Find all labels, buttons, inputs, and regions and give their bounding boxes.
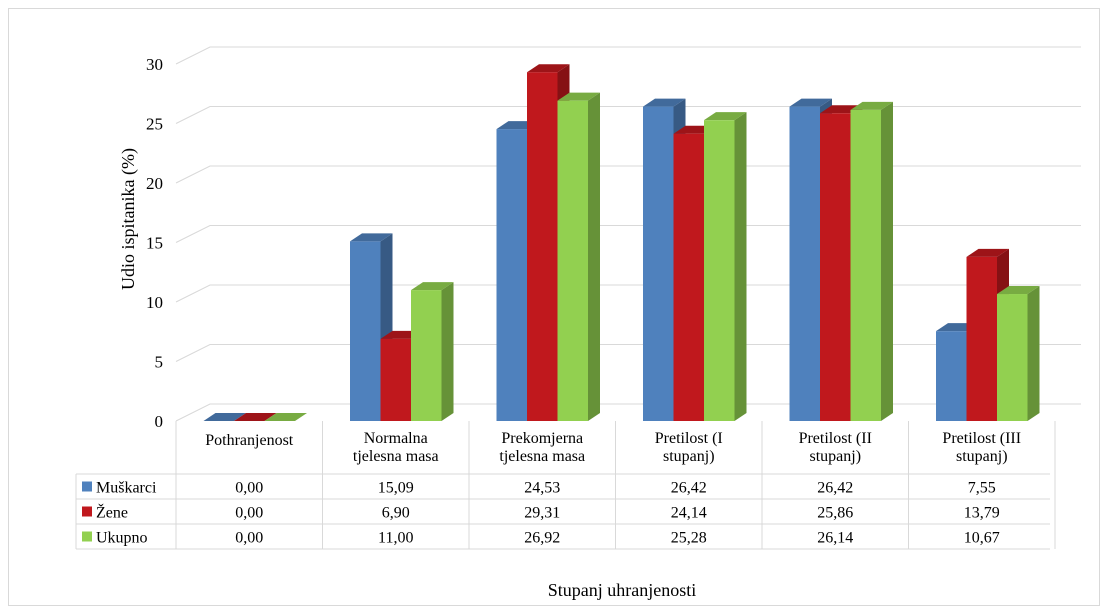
table-cell-value: 0,00 — [235, 480, 263, 497]
bar — [234, 413, 277, 421]
table-cell-value: 11,00 — [378, 530, 413, 547]
bar — [264, 413, 307, 421]
table-cell-value: 24,14 — [671, 505, 707, 522]
table-cell-value: 0,00 — [235, 505, 263, 522]
table-cell-value: 10,67 — [964, 530, 1000, 547]
y-tick-label: 20 — [146, 174, 163, 193]
table-cell-value: 26,42 — [817, 480, 853, 497]
bar — [997, 286, 1040, 421]
table-cell-value: 0,00 — [235, 530, 263, 547]
chart-frame: 0 5 10 15 20 25 30 Pothranjenost Normalna tjeles… — [8, 8, 1100, 606]
x-axis-title: Stupanj uhranjenosti — [548, 580, 696, 600]
category-label: Pothranjenost — [205, 432, 294, 449]
y-tick-label: 0 — [155, 412, 164, 431]
table-cell-value: 13,79 — [964, 505, 1000, 522]
table-cell-value: 25,28 — [671, 530, 707, 547]
table-cell-value: 26,92 — [524, 530, 560, 547]
y-axis-title: Udio ispitanika (%) — [118, 148, 139, 290]
series-name: Muškarci — [96, 480, 157, 497]
data-table: Pothranjenost Normalna tjelesna masa Prekom… — [75, 421, 1056, 550]
table-cell-value: 24,53 — [524, 480, 560, 497]
y-tick-label: 25 — [146, 115, 163, 134]
y-tick-label: 30 — [146, 55, 163, 74]
category-label: Normalna tjelesna masa — [353, 430, 439, 465]
table-cell-value: 25,86 — [817, 505, 853, 522]
gridline — [175, 46, 1081, 65]
y-tick-label: 5 — [155, 353, 164, 372]
table-cell-value: 26,42 — [671, 480, 707, 497]
bar — [557, 92, 600, 421]
chart-svg: 0 5 10 15 20 25 30 Pothranjenost Normalna tjeles… — [75, 46, 1081, 600]
series-name: Ukupno — [96, 530, 148, 547]
table-cell-value: 26,14 — [817, 530, 853, 547]
category-label: Pretilost (III stupanj) — [942, 430, 1021, 465]
y-axis: 0 5 10 15 20 25 30 — [146, 55, 163, 431]
bar — [411, 282, 454, 421]
table-cell-value: 7,55 — [968, 480, 996, 497]
legend-key — [82, 531, 92, 542]
legend-key — [82, 481, 92, 492]
category-label: Pretilost (I stupanj) — [655, 430, 723, 465]
table-cell-value: 15,09 — [378, 480, 414, 497]
y-tick-label: 15 — [146, 234, 163, 253]
gridlines — [175, 46, 1081, 422]
gridline — [175, 165, 1081, 184]
gridline — [175, 106, 1081, 124]
series-name: Žene — [96, 503, 128, 522]
bar — [850, 101, 893, 422]
table-cell-value: 29,31 — [524, 505, 560, 522]
gridline — [175, 284, 1081, 303]
gridline — [175, 225, 1081, 243]
legend-key — [82, 506, 92, 517]
bar — [704, 112, 747, 421]
table-cell-value: 6,90 — [382, 505, 410, 522]
y-tick-label: 10 — [146, 293, 163, 312]
category-label: Prekomjerna tjelesna masa — [499, 430, 585, 465]
category-label: Pretilost (II stupanj) — [799, 430, 872, 465]
bars — [203, 64, 1040, 422]
bar — [203, 413, 246, 421]
